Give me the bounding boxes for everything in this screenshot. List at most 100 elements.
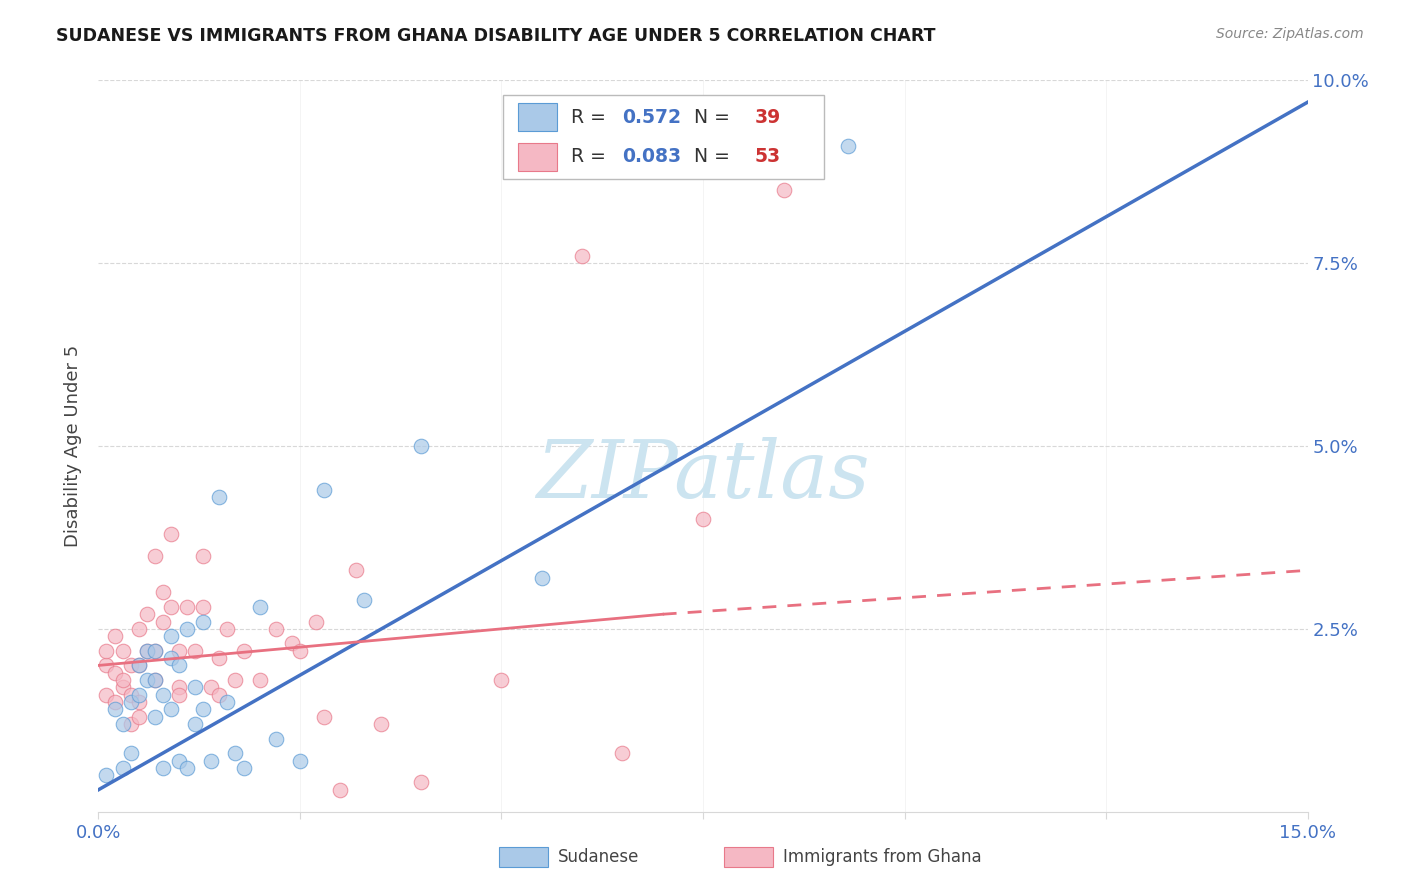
Point — [353, 592, 375, 607]
Point — [344, 563, 367, 577]
Point — [103, 695, 125, 709]
Point — [193, 599, 215, 614]
Point — [128, 709, 150, 723]
Y-axis label: Disability Age Under 5: Disability Age Under 5 — [65, 345, 83, 547]
Point — [167, 658, 190, 673]
Point — [612, 746, 634, 760]
Point — [217, 622, 239, 636]
Point — [135, 644, 157, 658]
Text: 0.572: 0.572 — [621, 108, 681, 127]
Point — [152, 585, 174, 599]
Point — [193, 615, 215, 629]
Point — [491, 673, 513, 687]
Point — [143, 644, 166, 658]
Point — [160, 702, 183, 716]
Point — [120, 746, 142, 760]
Point — [314, 483, 336, 497]
Point — [120, 688, 142, 702]
Point — [152, 615, 174, 629]
Point — [167, 681, 190, 695]
Point — [160, 599, 183, 614]
Point — [217, 695, 239, 709]
Point — [128, 622, 150, 636]
Point — [160, 526, 183, 541]
Point — [128, 658, 150, 673]
Point — [128, 688, 150, 702]
Point — [176, 599, 198, 614]
Point — [232, 644, 254, 658]
Point — [111, 717, 134, 731]
Point — [184, 644, 207, 658]
Point — [208, 688, 231, 702]
Text: Source: ZipAtlas.com: Source: ZipAtlas.com — [1216, 27, 1364, 41]
Point — [96, 768, 118, 782]
Text: 53: 53 — [755, 147, 782, 166]
FancyBboxPatch shape — [517, 143, 557, 170]
Point — [111, 673, 134, 687]
Point — [837, 139, 859, 153]
Point — [111, 644, 134, 658]
Point — [200, 754, 222, 768]
Point — [208, 490, 231, 504]
Point — [305, 615, 328, 629]
Point — [111, 681, 134, 695]
Point — [135, 673, 157, 687]
Point — [167, 688, 190, 702]
Point — [208, 651, 231, 665]
Point — [176, 761, 198, 775]
Point — [224, 673, 246, 687]
Point — [128, 658, 150, 673]
Point — [96, 658, 118, 673]
Point — [160, 629, 183, 643]
Point — [571, 249, 593, 263]
Point — [103, 665, 125, 680]
Point — [152, 688, 174, 702]
Point — [409, 439, 432, 453]
Point — [281, 636, 304, 650]
Point — [314, 709, 336, 723]
Point — [152, 761, 174, 775]
Point — [143, 709, 166, 723]
Point — [135, 644, 157, 658]
Point — [160, 651, 183, 665]
Point — [193, 549, 215, 563]
Point — [176, 622, 198, 636]
Point — [249, 599, 271, 614]
Point — [772, 183, 794, 197]
Point — [264, 622, 287, 636]
Point — [193, 702, 215, 716]
Text: Immigrants from Ghana: Immigrants from Ghana — [783, 848, 981, 866]
Text: R =: R = — [571, 108, 612, 127]
Text: SUDANESE VS IMMIGRANTS FROM GHANA DISABILITY AGE UNDER 5 CORRELATION CHART: SUDANESE VS IMMIGRANTS FROM GHANA DISABI… — [56, 27, 936, 45]
Point — [249, 673, 271, 687]
Text: 0.083: 0.083 — [621, 147, 681, 166]
Point — [167, 644, 190, 658]
Point — [692, 512, 714, 526]
Point — [224, 746, 246, 760]
Text: Sudanese: Sudanese — [558, 848, 640, 866]
Point — [184, 717, 207, 731]
Point — [120, 658, 142, 673]
Text: ZIPatlas: ZIPatlas — [536, 436, 870, 514]
FancyBboxPatch shape — [517, 103, 557, 131]
Point — [103, 702, 125, 716]
FancyBboxPatch shape — [503, 95, 824, 179]
Point — [184, 681, 207, 695]
Point — [329, 782, 352, 797]
Point — [530, 571, 553, 585]
Point — [264, 731, 287, 746]
Point — [96, 644, 118, 658]
Text: 39: 39 — [755, 108, 782, 127]
Point — [143, 673, 166, 687]
Point — [111, 761, 134, 775]
Point — [120, 717, 142, 731]
Point — [96, 688, 118, 702]
Point — [288, 754, 311, 768]
Point — [409, 775, 432, 789]
Point — [167, 754, 190, 768]
Point — [370, 717, 392, 731]
Text: N =: N = — [682, 147, 737, 166]
Point — [200, 681, 222, 695]
Point — [143, 644, 166, 658]
Point — [288, 644, 311, 658]
